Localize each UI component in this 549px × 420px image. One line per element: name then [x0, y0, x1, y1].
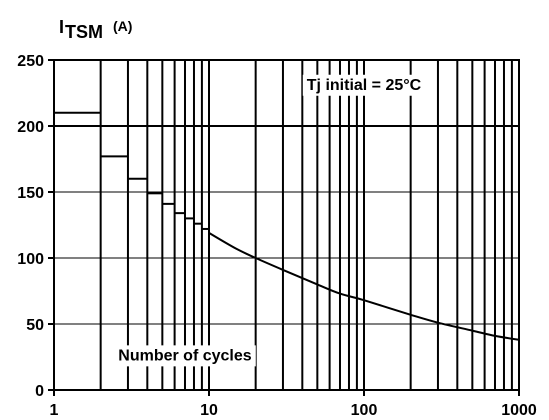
y-axis-label-unit: (A) — [113, 18, 132, 34]
y-tick-label: 200 — [17, 119, 44, 136]
y-axis-label: I TSM (A) — [59, 17, 132, 42]
tick-labels: 0 50 100 150 200 250 1 10 100 1000 — [17, 53, 537, 419]
y-tick-label: 50 — [26, 317, 44, 334]
y-tick-label: 150 — [17, 185, 44, 202]
y-tick-label: 250 — [17, 53, 44, 70]
x-tick-label: 100 — [351, 402, 378, 419]
x-tick-label: 10 — [200, 402, 218, 419]
annotations: Tj initial = 25°C Number of cycles — [114, 74, 426, 367]
annotation: Tj initial = 25°C — [307, 77, 422, 94]
step-series — [54, 111, 209, 230]
y-tick-label: 0 — [35, 383, 44, 400]
x-tick-label: 1 — [50, 402, 59, 419]
y-tick-label: 100 — [17, 251, 44, 268]
y-axis-label-main: I — [59, 17, 64, 37]
plot-frame — [48, 59, 520, 396]
curve-series — [208, 232, 520, 341]
y-axis-label-sub: TSM — [65, 22, 103, 42]
annotation-background — [302, 74, 426, 96]
annotation: Number of cycles — [118, 347, 251, 364]
plot-border — [53, 59, 520, 391]
annotation-background — [114, 345, 256, 367]
series-line — [208, 232, 520, 341]
grid — [54, 60, 519, 390]
x-tick-label: 1000 — [501, 402, 537, 419]
